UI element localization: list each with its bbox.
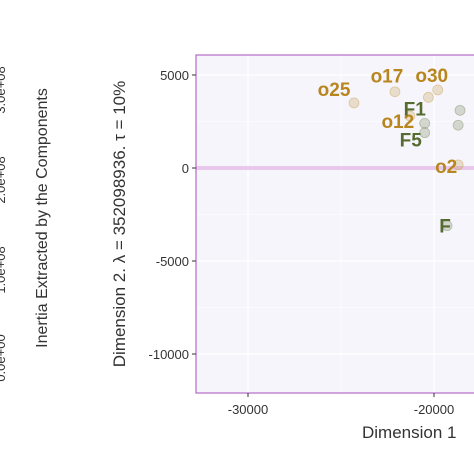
point-marker: [432, 84, 444, 96]
x-axis-label: Dimension 1: [362, 423, 457, 442]
side-plot-tick-label: 3.0e+08: [0, 66, 8, 113]
side-plot-tick-label: 0.0e+00: [0, 334, 8, 381]
y-axis-ticks: 5000 0 -5000 -10000: [149, 68, 196, 362]
point-marker: [452, 119, 464, 131]
side-plot-tick-label: 2.0e+08: [0, 156, 8, 203]
side-plot-ylabel: Inertia Extracted by the Components: [34, 88, 51, 348]
point-marker: [423, 91, 434, 103]
y-tick-label: -10000: [149, 347, 189, 362]
point-marker: [452, 159, 464, 171]
main-plot: o25 o17 o12 o30 o2 F1 F5 F 5000 0 -5000 -10000 -30…: [110, 54, 474, 442]
point-marker: [389, 86, 401, 98]
points: o25 o17 o12 o30 o2 F1 F5 F: [318, 66, 466, 238]
y-tick-label: 5000: [160, 68, 189, 83]
plot-border: [195, 54, 474, 394]
point-marker: [419, 127, 431, 139]
point-marker: [348, 97, 360, 109]
point-label: o25: [318, 80, 351, 101]
y-axis-label: Dimension 2. λ = 352098936. τ = 10%: [110, 81, 129, 367]
side-plot-tick-label: 1.0e+08: [0, 246, 8, 293]
y-tick-label: 0: [182, 161, 189, 176]
x-tick-label: -30000: [228, 402, 268, 417]
plot-panel: [196, 55, 474, 393]
x-tick-label: -20000: [414, 402, 454, 417]
point-label: o2: [435, 157, 457, 178]
side-plot: Inertia Extracted by the Components 0.0e…: [0, 66, 51, 381]
side-plot-ticks: 0.0e+00 1.0e+08 2.0e+08 3.0e+08: [0, 66, 8, 381]
point-marker: [419, 117, 431, 129]
x-axis-ticks: -30000 -20000: [228, 393, 454, 417]
point-label: F1: [404, 99, 427, 120]
point-marker: [454, 104, 466, 116]
point-label: o17: [371, 67, 404, 88]
point-marker: [404, 110, 416, 122]
point-label: o12: [381, 112, 414, 133]
y-tick-label: -5000: [156, 254, 189, 269]
point-marker: [441, 220, 453, 232]
point-label: F5: [400, 131, 423, 152]
point-label: o30: [415, 66, 448, 87]
point-label: F: [439, 217, 451, 238]
